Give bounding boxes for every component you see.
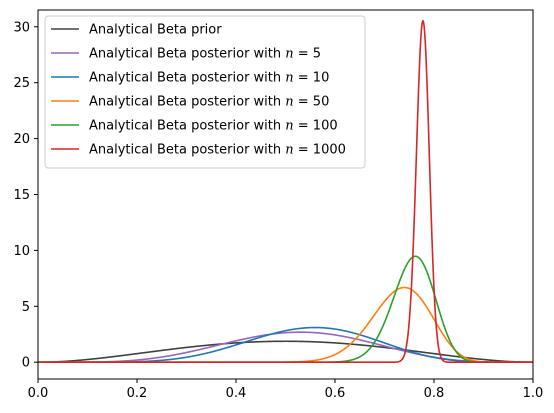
y-tick-label: 15 <box>13 188 30 203</box>
y-tick-label: 0 <box>22 356 30 371</box>
x-tick-label: 0.6 <box>325 386 346 401</box>
x-tick-label: 0.0 <box>28 386 49 401</box>
y-axis: 0 5 10 15 20 25 30 <box>13 20 38 371</box>
series-layer <box>38 19 533 364</box>
legend-label-0: Analytical Beta prior <box>89 23 222 38</box>
series-line-0 <box>38 340 533 364</box>
x-axis: 0.0 0.2 0.4 0.6 0.8 1.0 <box>28 379 544 401</box>
x-tick-label: 0.2 <box>127 386 148 401</box>
y-tick-label: 10 <box>13 244 30 259</box>
legend-box <box>44 15 366 169</box>
x-tick-label: 0.4 <box>226 386 247 401</box>
y-tick-label: 30 <box>13 20 30 35</box>
x-tick-label: 1.0 <box>523 386 544 401</box>
y-tick-label: 5 <box>22 300 30 315</box>
series-line-5 <box>38 19 533 364</box>
y-tick-label: 25 <box>13 76 30 91</box>
legend-label-1: Analytical Beta posterior with n = 5 <box>89 47 321 62</box>
legend: Analytical Beta prior Analytical Beta pos… <box>44 15 366 169</box>
legend-label-3: Analytical Beta posterior with n = 50 <box>89 95 329 110</box>
y-tick-label: 20 <box>13 132 30 147</box>
x-tick-label: 0.8 <box>424 386 445 401</box>
legend-label-4: Analytical Beta posterior with n = 100 <box>89 119 338 134</box>
legend-label-2: Analytical Beta posterior with n = 10 <box>89 71 329 86</box>
legend-label-5: Analytical Beta posterior with n = 1000 <box>89 143 346 158</box>
